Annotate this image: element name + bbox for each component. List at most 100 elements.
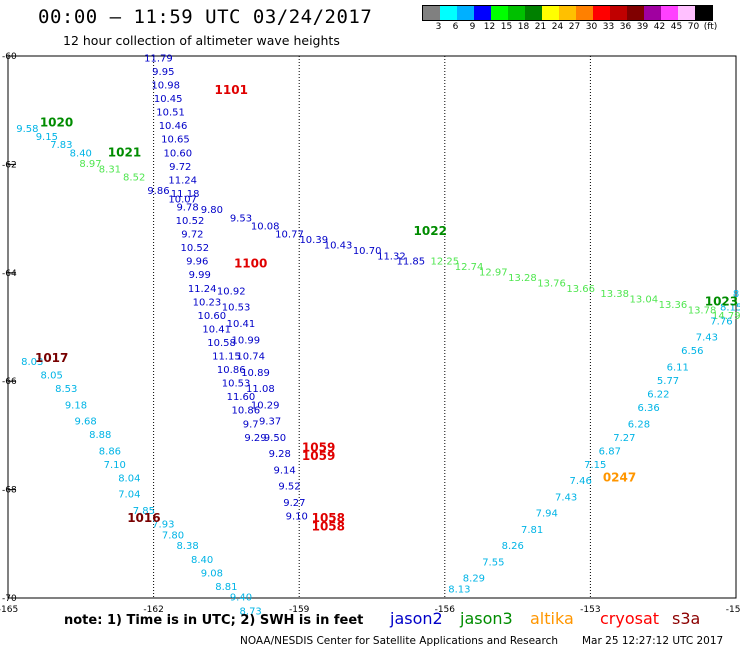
wave-height-value: 7.10 — [104, 460, 126, 471]
colorbar-label: 33 — [602, 22, 615, 32]
wave-height-value: 9.18 — [65, 400, 87, 411]
wave-height-value: 13.04 — [629, 295, 658, 306]
wave-height-value: 10.86 — [231, 406, 260, 417]
wave-height-value: 9.68 — [75, 417, 97, 428]
pass-id-label: 1022 — [414, 224, 447, 238]
wave-height-value: 13.78 — [688, 305, 717, 316]
wave-height-value: 7.94 — [536, 509, 558, 520]
wave-height-value: 12.74 — [455, 262, 484, 273]
wave-height-value: 9.86 — [147, 186, 169, 197]
wave-height-value: 9.80 — [201, 205, 223, 216]
wave-height-value: 9.37 — [259, 417, 281, 428]
wave-height-value: 6.36 — [638, 403, 660, 414]
wave-height-value: 10.77 — [275, 230, 304, 241]
wave-height-value: 8.29 — [463, 574, 485, 585]
pass-id-label: 1101 — [215, 83, 248, 97]
map-title: 00:00 — 11:59 UTC 03/24/2017 — [38, 6, 373, 28]
wave-height-value: 10.41 — [202, 324, 231, 335]
colorbar-swatch — [474, 6, 491, 20]
pass-id-label: 1016 — [127, 511, 160, 525]
legend-s3a: s3a — [672, 609, 701, 628]
wave-height-value: 12.97 — [479, 268, 508, 279]
wave-height-value: 11.24 — [188, 284, 217, 295]
lat-tick-label: -62 — [2, 160, 17, 170]
wave-height-value: 13.38 — [600, 289, 629, 300]
pass-id-label: 1058 — [312, 519, 345, 533]
pass-id-label: 1059 — [302, 441, 335, 455]
wave-height-value: 8.52 — [123, 173, 145, 184]
wave-height-value: 9.15 — [36, 132, 58, 143]
colorbar-swatch — [491, 6, 508, 20]
wave-height-value: 8.26 — [502, 541, 524, 552]
wave-height-value: 7.43 — [696, 333, 718, 344]
pass-id-label: 1021 — [108, 145, 141, 159]
wave-height-value: 10.53 — [222, 303, 251, 314]
wave-height-value: 11.79 — [144, 53, 173, 64]
colorbar-swatch — [695, 6, 712, 20]
wave-height-value: 13.66 — [566, 284, 595, 295]
wave-height-value: 10.70 — [353, 246, 382, 257]
lat-tick-label: -66 — [2, 377, 17, 387]
wave-height-value: 11.32 — [377, 251, 406, 262]
wave-height-value: 7.15 — [584, 460, 606, 471]
wave-height-value: 9.72 — [169, 162, 191, 173]
pass-id-label: 1017 — [35, 351, 68, 365]
wave-height-value: 8.38 — [176, 541, 198, 552]
colorbar-label: 30 — [585, 22, 598, 32]
colorbar-swatch — [678, 6, 695, 20]
wave-height-value: 8.73 — [240, 606, 262, 617]
wave-height-value: 10.29 — [251, 400, 280, 411]
colorbar-label: 15 — [500, 22, 513, 32]
colorbar-swatch — [610, 6, 627, 20]
wave-height-value: 9.10 — [286, 511, 308, 522]
legend-jason2: jason2 — [390, 609, 443, 628]
colorbar-swatch — [661, 6, 678, 20]
colorbar-label: 12 — [483, 22, 496, 32]
wave-height-value: 11.08 — [246, 384, 275, 395]
wave-height-colorbar — [422, 5, 713, 21]
wave-height-value: 7.55 — [482, 557, 504, 568]
legend-altika: altika — [530, 609, 574, 628]
colorbar-label: 45 — [670, 22, 683, 32]
wave-height-value: 10.08 — [251, 221, 280, 232]
lon-tick-label: -153 — [580, 605, 600, 615]
colorbar-swatch — [559, 6, 576, 20]
wave-height-value: 5.77 — [657, 376, 679, 387]
wave-height-value: 10.89 — [241, 368, 270, 379]
colorbar-swatch — [525, 6, 542, 20]
wave-height-value: 10.74 — [236, 352, 265, 363]
colorbar-swatch — [576, 6, 593, 20]
colorbar-swatch — [508, 6, 525, 20]
colorbar-label: (ft) — [703, 22, 718, 32]
wave-height-value: 10.41 — [227, 319, 256, 330]
wave-height-value: 10.65 — [161, 135, 190, 146]
wave-height-value: 8.40 — [70, 148, 92, 159]
wave-height-value: 13.76 — [537, 278, 566, 289]
colorbar-swatch — [423, 6, 440, 20]
colorbar-label: 39 — [636, 22, 649, 32]
lon-tick-label: -165 — [0, 605, 18, 615]
wave-height-value: 7.27 — [613, 433, 635, 444]
colorbar-swatch — [593, 6, 610, 20]
wave-height-value: 9.53 — [230, 213, 252, 224]
wave-height-value: 10.99 — [231, 335, 260, 346]
pass-id-label: 0247 — [603, 470, 636, 484]
wave-height-value: 8.04 — [118, 473, 140, 484]
wave-height-value: 11.18 — [171, 189, 200, 200]
wave-height-value: 8.31 — [99, 165, 121, 176]
colorbar-label: 27 — [568, 22, 581, 32]
wave-height-value: 10.60 — [198, 311, 227, 322]
wave-height-value: 8.53 — [55, 384, 77, 395]
wave-height-value: 6.11 — [667, 362, 689, 373]
wave-height-value: 9.14 — [274, 465, 296, 476]
wave-height-value: 9.52 — [278, 482, 300, 493]
colorbar-label: 70 — [687, 22, 700, 32]
wave-height-value: 9.29 — [244, 433, 266, 444]
wave-height-value: 11.60 — [227, 392, 256, 403]
wave-height-value: 8.86 — [99, 446, 121, 457]
wave-height-value: 8.40 — [191, 555, 213, 566]
wave-height-value: 9.08 — [201, 568, 223, 579]
wave-height-value: 8.15 — [720, 303, 740, 314]
wave-height-value: 8.4 — [733, 289, 740, 300]
